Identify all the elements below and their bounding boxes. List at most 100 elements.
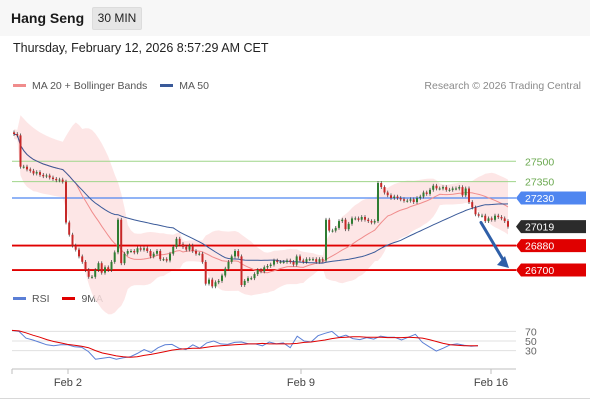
candle bbox=[276, 258, 279, 264]
candle bbox=[464, 186, 467, 198]
candle bbox=[373, 219, 376, 225]
candle-body bbox=[126, 251, 129, 254]
candle-body bbox=[224, 268, 227, 276]
candle-body bbox=[240, 256, 243, 285]
candle-body bbox=[328, 219, 331, 231]
candle-body bbox=[71, 234, 74, 246]
candle-body bbox=[481, 215, 483, 217]
candle-body bbox=[279, 261, 282, 263]
candle-body bbox=[198, 253, 201, 255]
candle-body bbox=[208, 279, 210, 284]
candle-body bbox=[107, 267, 110, 270]
candle bbox=[113, 250, 116, 264]
candle bbox=[289, 258, 292, 264]
candle-body bbox=[468, 188, 470, 203]
candle-body bbox=[289, 260, 292, 262]
candle bbox=[468, 186, 470, 204]
candle bbox=[133, 249, 136, 255]
candle-body bbox=[474, 207, 477, 215]
candle-body bbox=[357, 218, 360, 220]
rsi-ma-line bbox=[11, 329, 478, 358]
candle bbox=[149, 249, 152, 259]
forecast-arrow-shaft bbox=[479, 220, 507, 265]
candle bbox=[487, 216, 490, 223]
candle bbox=[39, 170, 41, 177]
candle-body bbox=[269, 264, 272, 266]
candle-body bbox=[344, 219, 347, 230]
candle bbox=[78, 247, 80, 259]
candle bbox=[26, 164, 28, 172]
candle-body bbox=[81, 256, 84, 262]
candle bbox=[19, 133, 22, 169]
candle bbox=[117, 217, 119, 255]
candle-body bbox=[19, 135, 22, 167]
candle bbox=[91, 274, 93, 279]
candle-body bbox=[16, 134, 19, 136]
level-tag-text-26880: 26880 bbox=[525, 241, 554, 253]
candle bbox=[334, 225, 337, 233]
candle-body bbox=[185, 246, 188, 250]
candle-body bbox=[273, 260, 275, 265]
candle-body bbox=[243, 280, 246, 285]
level-tag-27019 bbox=[516, 220, 586, 234]
candle bbox=[175, 236, 178, 249]
candle-body bbox=[390, 195, 392, 198]
candle bbox=[191, 243, 194, 253]
candle-body bbox=[13, 132, 15, 134]
candle-body bbox=[396, 196, 399, 198]
legend-ma50: MA 50 bbox=[160, 80, 209, 92]
candle-body bbox=[295, 256, 298, 265]
candle-body bbox=[305, 259, 308, 262]
candle-body bbox=[393, 196, 396, 198]
candle-body bbox=[386, 192, 389, 196]
candle bbox=[318, 257, 321, 264]
candle-body bbox=[165, 259, 168, 261]
candle bbox=[474, 205, 477, 217]
candle bbox=[377, 181, 379, 223]
candle-body bbox=[61, 179, 64, 182]
candle bbox=[152, 251, 155, 259]
candle bbox=[107, 265, 110, 272]
candle bbox=[477, 212, 480, 218]
candle-body bbox=[104, 267, 106, 273]
candle-body bbox=[22, 166, 25, 168]
candle bbox=[386, 190, 389, 198]
candle-body bbox=[130, 251, 132, 252]
rsi-tick-label: 30 bbox=[525, 346, 537, 358]
candle bbox=[230, 254, 233, 264]
candle-body bbox=[117, 219, 119, 253]
candle bbox=[159, 249, 162, 262]
candle bbox=[305, 257, 308, 264]
candle-body bbox=[351, 218, 353, 224]
candle-body bbox=[334, 227, 337, 231]
candle bbox=[338, 219, 340, 230]
candle bbox=[87, 268, 90, 279]
candle bbox=[162, 257, 165, 262]
candle-body bbox=[175, 238, 178, 247]
candle-body bbox=[432, 185, 435, 190]
timeframe-button[interactable]: 30 MIN bbox=[92, 7, 142, 30]
candle-body bbox=[156, 251, 158, 254]
candle bbox=[237, 249, 240, 259]
candle-body bbox=[477, 214, 480, 216]
candle-body bbox=[497, 215, 500, 218]
candle-body bbox=[221, 275, 223, 281]
candle-body bbox=[152, 253, 155, 257]
candle-body bbox=[91, 276, 93, 278]
candle-body bbox=[282, 261, 285, 263]
candle bbox=[45, 173, 48, 179]
candle bbox=[292, 259, 295, 267]
candle-body bbox=[191, 245, 194, 251]
candle-body bbox=[237, 251, 240, 257]
candle-body bbox=[406, 200, 409, 202]
candle-body bbox=[347, 223, 350, 230]
candle bbox=[139, 246, 142, 252]
candle bbox=[458, 185, 461, 191]
time-axis-label: Feb 16 bbox=[474, 377, 508, 389]
candle-body bbox=[26, 166, 28, 170]
candle-body bbox=[490, 218, 493, 220]
candle-body bbox=[123, 253, 126, 264]
candle bbox=[260, 268, 262, 274]
candle-body bbox=[94, 270, 97, 277]
